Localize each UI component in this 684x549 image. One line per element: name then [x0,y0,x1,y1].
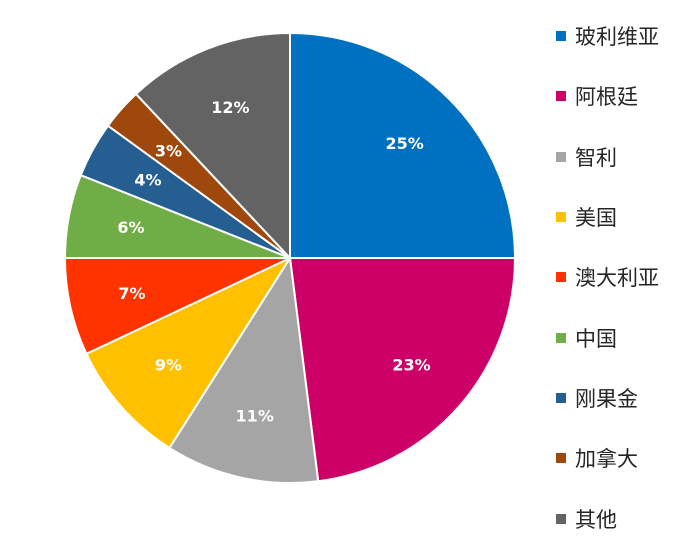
legend-label: 中国 [575,326,617,351]
legend-label: 澳大利亚 [575,266,659,291]
legend-swatch [556,91,566,102]
legend-swatch [556,392,566,403]
legend-item: 其他 [556,488,680,548]
legend-swatch [556,151,566,162]
legend-label: 刚果金 [575,386,638,411]
legend-swatch [556,513,566,524]
slice-data-label: 7% [118,284,145,303]
legend-label: 加拿大 [575,447,638,472]
legend-item: 智利 [556,127,680,187]
pie-chart: 25% 23% 11% 9% 7% 6% 4% 3% 12% [64,32,516,484]
slice-data-label: 25% [385,134,423,153]
slice-data-label: 4% [134,171,161,190]
slice-data-label: 11% [236,407,274,426]
legend-item: 美国 [556,187,680,247]
legend-item: 中国 [556,307,680,367]
legend-item: 澳大利亚 [556,247,680,307]
pie-slice [85,257,291,449]
legend-label: 玻利维亚 [575,25,659,50]
slice-data-label: 23% [392,356,430,375]
pie-slice [168,257,320,484]
slice-data-label: 9% [155,356,182,375]
legend: 玻利维亚阿根廷智利美国澳大利亚中国刚果金加拿大其他 [556,6,680,549]
legend-label: 阿根廷 [575,85,638,110]
pie-slice-labels: 25% 23% 11% 9% 7% 6% 4% 3% 12% [117,98,430,426]
legend-item: 刚果金 [556,368,680,428]
slice-data-label: 3% [155,141,182,160]
legend-swatch [556,332,566,343]
legend-swatch [556,453,566,464]
pie-slice [289,257,516,483]
legend-item: 阿根廷 [556,66,680,126]
legend-item: 玻利维亚 [556,6,680,66]
pie-svg: 25% 23% 11% 9% 7% 6% 4% 3% 12% [64,32,516,484]
legend-swatch [556,212,566,223]
legend-item: 加拿大 [556,428,680,488]
legend-label: 其他 [575,507,617,532]
pie-slice [134,32,291,259]
pie-slice [289,32,516,259]
legend-label: 智利 [575,145,617,170]
legend-swatch [556,272,566,283]
legend-label: 美国 [575,206,617,231]
slice-data-label: 6% [117,218,144,237]
legend-swatch [556,31,566,42]
slice-data-label: 12% [211,98,249,117]
pie-slices [64,32,516,484]
